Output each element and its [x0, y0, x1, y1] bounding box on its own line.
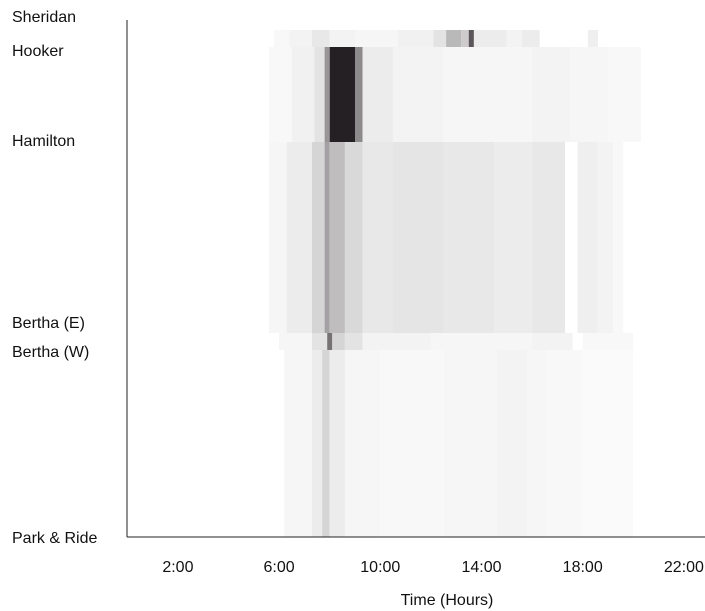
heatmap-cell [329, 350, 345, 537]
heatmap-cell [344, 142, 363, 333]
heatmap-cell [355, 47, 363, 142]
heatmap-cell [433, 30, 447, 47]
heatmap-cell [532, 47, 571, 142]
heatmap-cell [329, 47, 355, 142]
heatmap-cell [274, 30, 290, 47]
heatmap-cell [392, 142, 444, 333]
heatmap-cell [332, 333, 345, 350]
heatmap-cell [398, 30, 434, 47]
heatmap-cell [269, 142, 287, 333]
heatmap-cell [324, 47, 330, 142]
heatmap-cell [570, 47, 608, 142]
x-axis-title: Time (Hours) [401, 592, 494, 609]
heatmap-cell [577, 142, 598, 333]
y-stop-label: Hamilton [12, 133, 75, 150]
heatmap-cells [269, 30, 641, 537]
heatmap-cell [494, 142, 533, 333]
heatmap-cell [522, 30, 540, 47]
heatmap-cell [392, 47, 444, 142]
heatmap-cell [289, 30, 312, 47]
heatmap-cell [446, 30, 462, 47]
heatmap-cell [284, 350, 312, 537]
heatmap-cell [582, 350, 634, 537]
heatmap-cell [269, 47, 292, 142]
y-stop-label: Sheridan [12, 9, 76, 26]
heatmap-cell [362, 333, 431, 350]
heatmap-cell [312, 333, 328, 350]
heatmap-cell [527, 350, 548, 537]
heatmap-cell [380, 350, 444, 537]
heatmap-cell [314, 47, 325, 142]
x-tick-label: 14:00 [461, 559, 501, 576]
x-tick-label: 6:00 [264, 559, 295, 576]
heatmap-cell [506, 30, 522, 47]
heatmap-cell [362, 142, 393, 333]
x-axis-tick-labels: 2:00 6:00 10:00 14:00 18:00 22:00 [162, 559, 704, 576]
x-tick-label: 18:00 [563, 559, 603, 576]
heatmap-cell [362, 47, 393, 142]
heatmap-cell [430, 333, 533, 350]
x-tick-label: 22:00 [664, 559, 704, 576]
heatmap-cell [443, 47, 533, 142]
heatmap-cell [324, 142, 330, 333]
heatmap-cell [443, 350, 497, 537]
heatmap-cell [327, 333, 333, 350]
x-tick-label: 2:00 [162, 559, 193, 576]
heatmap-cell [547, 350, 583, 537]
heatmap-cell [344, 350, 381, 537]
heatmap-cell [279, 333, 312, 350]
heatmap-cell [329, 142, 345, 333]
y-stop-label: Park & Ride [12, 530, 97, 547]
y-stop-label: Bertha (E) [12, 315, 85, 332]
heatmap-cell [496, 350, 528, 537]
x-tick-label: 10:00 [360, 559, 400, 576]
heatmap-cell [443, 142, 495, 333]
heatmap-cell [532, 333, 573, 350]
heatmap-cell [291, 47, 315, 142]
heatmap-cell [355, 30, 398, 47]
heatmap-cell [329, 30, 355, 47]
y-stop-label: Hooker [12, 43, 64, 60]
heatmap-cell [532, 142, 565, 333]
heatmap-cell [286, 142, 312, 333]
heatmap-cell [468, 30, 474, 47]
heatmap-cell [587, 30, 598, 47]
heatmap-cell [312, 30, 330, 47]
heatmap-cell [608, 47, 641, 142]
heatmap-cell [597, 142, 614, 333]
heatmap-cell [312, 142, 325, 333]
y-axis-stop-labels: Sheridan Hooker Hamilton Bertha (E) Bertha (… [12, 9, 97, 547]
heatmap-cell [582, 333, 634, 350]
heatmap-cell [312, 350, 323, 537]
heatmap-cell [322, 350, 330, 537]
y-stop-label: Bertha (W) [12, 344, 89, 361]
heatmap-cell [473, 30, 507, 47]
heatmap-cell [461, 30, 469, 47]
heatmap-cell [613, 142, 624, 333]
heatmap-cell [344, 333, 363, 350]
